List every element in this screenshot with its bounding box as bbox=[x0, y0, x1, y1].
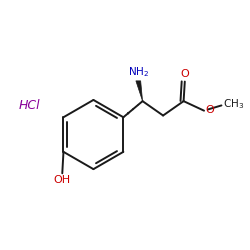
Text: NH$_2$: NH$_2$ bbox=[128, 65, 149, 79]
Text: O: O bbox=[206, 105, 214, 115]
Text: HCl: HCl bbox=[18, 100, 40, 112]
Text: OH: OH bbox=[54, 175, 71, 185]
Polygon shape bbox=[136, 81, 142, 101]
Text: CH$_3$: CH$_3$ bbox=[223, 97, 244, 111]
Text: O: O bbox=[180, 69, 189, 79]
